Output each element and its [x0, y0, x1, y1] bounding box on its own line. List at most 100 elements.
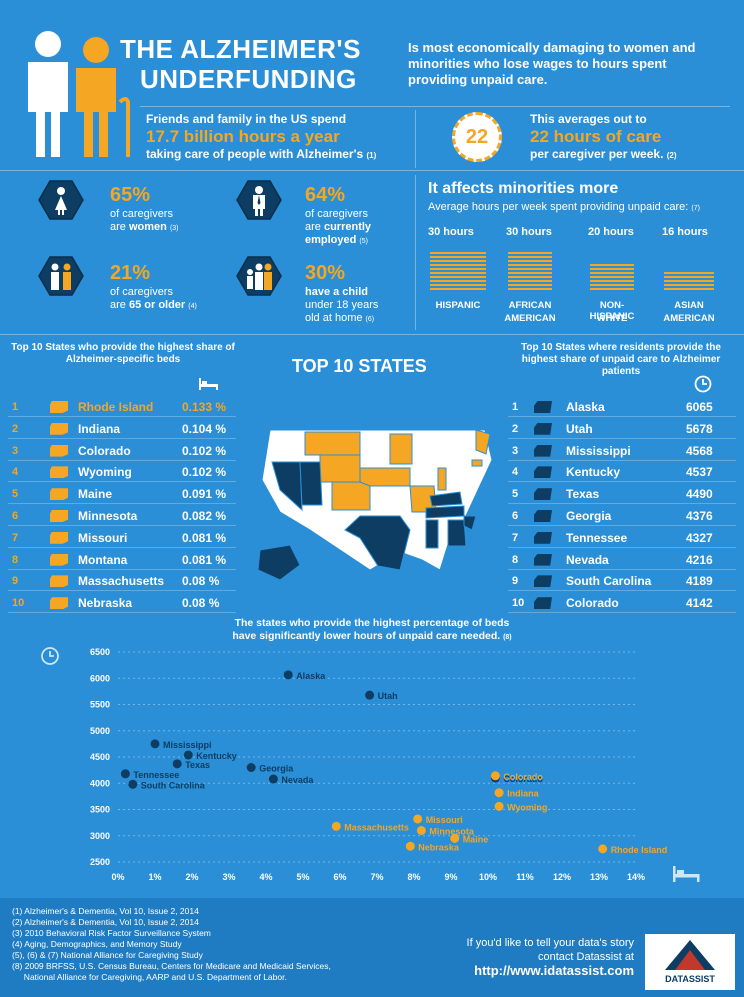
minority-bar-line — [508, 288, 552, 290]
data-label: Nevada — [281, 775, 314, 785]
minority-bar-line — [508, 268, 552, 270]
state-shape-icon — [50, 466, 68, 479]
bed-state: Massachusetts — [78, 574, 165, 589]
reference-line: (4) Aging, Demographics, and Memory Stud… — [12, 939, 182, 949]
bed-icon — [199, 378, 218, 390]
minority-hours: 30 hours — [506, 226, 552, 238]
bed-rank: 7 — [12, 531, 19, 544]
row-divider — [8, 437, 236, 439]
row-divider — [8, 612, 236, 614]
row-divider — [508, 546, 736, 548]
stat-3-ref: (4) — [188, 303, 197, 310]
data-label: Texas — [185, 760, 210, 770]
care-state: Texas — [566, 487, 600, 502]
state-shape-icon — [534, 575, 552, 588]
y-tick-label: 6500 — [90, 647, 110, 657]
state-shape-icon — [534, 488, 552, 501]
care-state: Georgia — [566, 509, 612, 523]
data-point — [246, 763, 256, 772]
state-shape-icon — [534, 466, 552, 479]
data-label: Alaska — [296, 671, 326, 681]
row-divider — [8, 590, 236, 592]
stat-4-line-2: under 18 years — [305, 299, 379, 311]
title-line-2: UNDERFUNDING — [140, 64, 357, 94]
state-shape-icon — [50, 510, 68, 522]
bed-state: Nebraska — [78, 596, 133, 611]
bed-rank: 3 — [12, 444, 19, 457]
bed-value: 0.08 % — [182, 574, 220, 589]
data-point — [494, 788, 504, 798]
stat-2-pct: 64% — [305, 184, 346, 206]
average-ref: (2) — [666, 151, 677, 160]
stat-3-pct: 21% — [110, 262, 151, 284]
reference-line: (1) Alzheimer's & Dementia, Vol 10, Issu… — [12, 906, 199, 916]
bed-rank: 8 — [12, 553, 19, 566]
scatter-caption-line-1: The states who provide the highest perce… — [234, 617, 510, 629]
map-alaska — [257, 544, 301, 581]
state-shape-icon — [50, 401, 68, 413]
x-tick-label: 11% — [516, 872, 534, 882]
row-divider — [8, 481, 236, 483]
bed-rank: 4 — [12, 466, 19, 479]
minority-hours: 30 hours — [428, 226, 474, 238]
stat-1-pct: 65% — [110, 184, 151, 206]
bed-value: 0.104 % — [182, 421, 227, 436]
average-line-3: per caregiver per week. — [530, 147, 664, 161]
data-point — [172, 759, 182, 769]
average-line-1: This averages out to — [530, 112, 647, 126]
reference-line: (5), (6) & (7) National Alliance for Car… — [12, 950, 203, 960]
bed-state: Wyoming — [78, 465, 132, 480]
employee-icon — [236, 180, 282, 220]
y-tick-label: 4500 — [90, 752, 110, 762]
x-tick-label: 14% — [627, 872, 645, 882]
datassist-logo[interactable]: DATASSIST — [645, 934, 735, 990]
state-shape-icon — [534, 597, 552, 610]
map-kentucky — [429, 491, 463, 507]
stat-3-bold: 65 or older — [128, 299, 186, 311]
row-divider — [508, 437, 736, 439]
row-divider — [508, 590, 736, 592]
bed-value: 0.081 % — [182, 552, 227, 567]
bed-rank: 10 — [12, 597, 25, 610]
scatter-chart: 2500 3000 3500 4000 4500 5000 5500 6000 6500 0% 1%… — [90, 647, 667, 882]
stat-2-line-1: of caregivers — [305, 208, 368, 220]
minorities-subtitle: Average hours per week spent providing u… — [428, 201, 689, 213]
minority-bar-line — [664, 280, 714, 282]
care-value: 5678 — [686, 421, 713, 436]
elderly-couple-icon — [38, 256, 84, 296]
data-point — [283, 670, 293, 680]
minority-hours: 16 hours — [662, 226, 708, 238]
x-tick-label: 12% — [553, 872, 571, 882]
bed-rank: 9 — [12, 575, 19, 588]
minority-bar-line — [430, 284, 486, 286]
friends-ref: (1) — [366, 151, 377, 160]
data-label: Colorado — [503, 774, 543, 784]
care-rank: 8 — [512, 553, 519, 566]
cta-url[interactable]: http://www.idatassist.com — [474, 963, 634, 978]
minority-bar-line — [508, 284, 552, 286]
map-utah — [299, 461, 323, 506]
care-value: 4537 — [686, 465, 713, 480]
row-divider — [8, 416, 236, 417]
clock-icon — [694, 375, 712, 393]
stat-1-bold: women — [128, 221, 167, 233]
minority-bar-line — [430, 260, 486, 262]
minority-bar-line — [430, 264, 486, 266]
care-state: Alaska — [566, 400, 605, 414]
row-divider — [508, 503, 736, 505]
row-divider — [508, 459, 736, 461]
map-massachusetts — [471, 459, 483, 467]
care-rank: 4 — [512, 466, 519, 479]
bed-state: Montana — [78, 552, 128, 567]
y-tick-label: 3000 — [90, 831, 110, 841]
scatter-caption-line-2: have significantly lower hours of unpaid… — [232, 630, 501, 642]
bed-rank: 1 — [12, 401, 19, 413]
map-maine — [475, 429, 491, 455]
data-label: Indiana — [507, 789, 539, 799]
minority-bar-line — [590, 280, 634, 282]
map-tennessee — [425, 505, 465, 519]
care-value: 4327 — [686, 530, 713, 545]
y-tick-label: 6000 — [90, 673, 110, 683]
data-label: Nebraska — [418, 842, 460, 852]
care-list-title: Top 10 States where residents provide th… — [521, 342, 721, 377]
